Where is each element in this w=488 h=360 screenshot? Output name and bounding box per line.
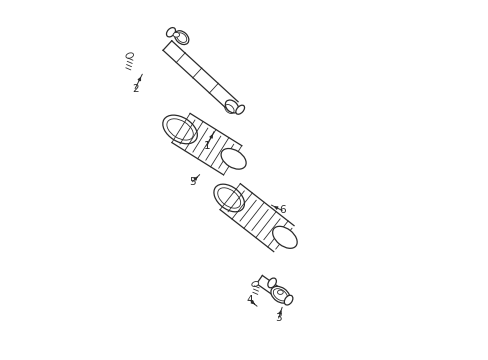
- Text: 5: 5: [189, 177, 195, 187]
- Ellipse shape: [225, 100, 238, 113]
- Ellipse shape: [163, 115, 197, 144]
- Text: 1: 1: [203, 141, 210, 151]
- Text: 4: 4: [246, 295, 253, 305]
- Ellipse shape: [166, 28, 175, 37]
- Text: 3: 3: [275, 313, 281, 323]
- Ellipse shape: [251, 282, 258, 287]
- Text: 6: 6: [278, 206, 285, 216]
- Ellipse shape: [270, 287, 289, 303]
- Ellipse shape: [126, 53, 133, 58]
- Ellipse shape: [221, 149, 245, 169]
- Ellipse shape: [174, 31, 188, 45]
- Ellipse shape: [277, 290, 283, 294]
- Ellipse shape: [173, 32, 179, 37]
- Ellipse shape: [235, 105, 244, 114]
- Ellipse shape: [267, 278, 276, 288]
- Ellipse shape: [272, 226, 297, 248]
- Ellipse shape: [284, 295, 292, 305]
- Text: 2: 2: [132, 84, 138, 94]
- Ellipse shape: [213, 184, 244, 212]
